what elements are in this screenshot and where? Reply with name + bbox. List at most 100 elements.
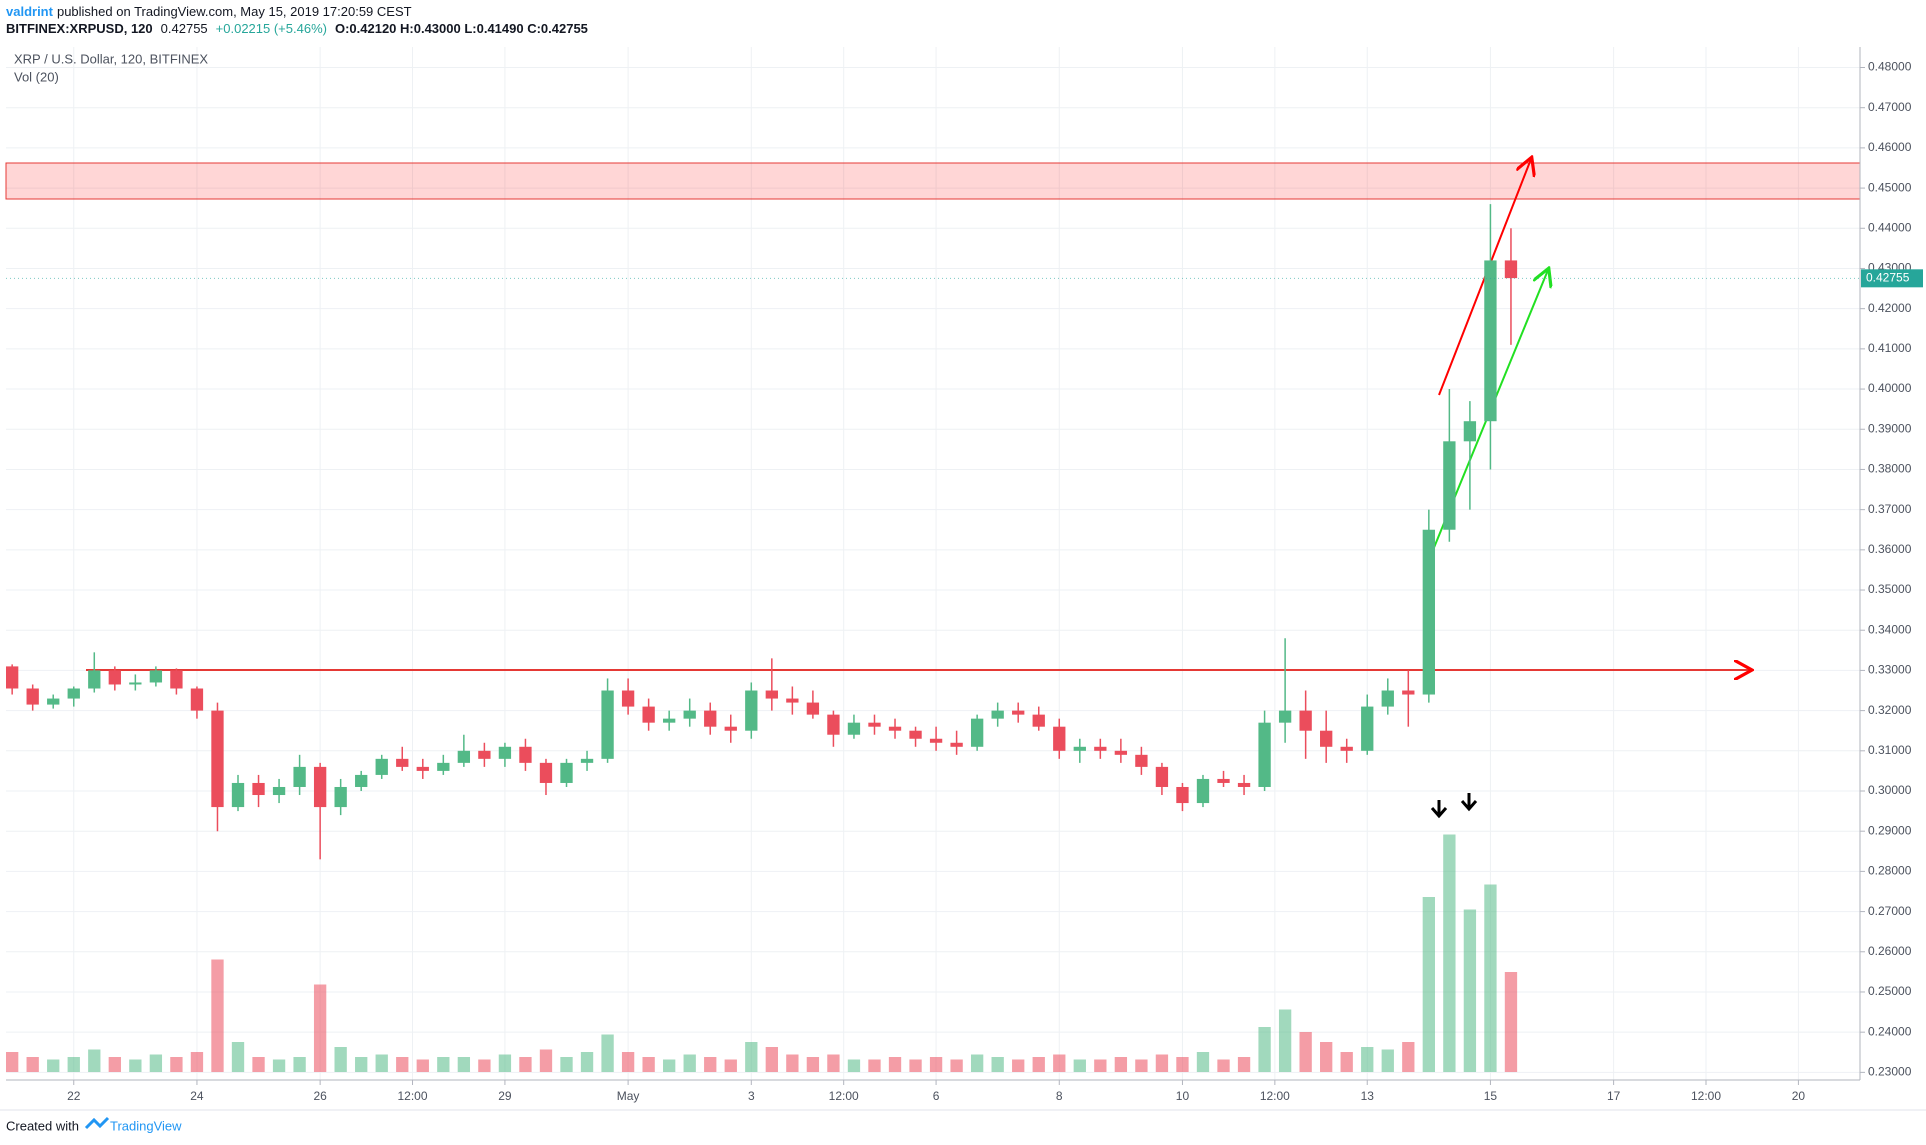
volume-bar <box>1012 1059 1025 1072</box>
candle-body <box>1443 441 1456 530</box>
candle-body <box>806 702 820 715</box>
x-tick-label: May <box>617 1089 640 1103</box>
y-tick-label: 0.47000 <box>1868 100 1912 114</box>
change: +0.02215 (+5.46%) <box>216 21 327 36</box>
candle-body <box>1361 706 1374 751</box>
volume-bar <box>1299 1032 1312 1072</box>
candle-body <box>970 718 984 747</box>
volume-bar <box>642 1057 655 1072</box>
candle-body <box>108 670 121 685</box>
price-tag-label: 0.42755 <box>1866 270 1910 284</box>
volume-bar <box>478 1059 491 1072</box>
candle-body <box>293 766 306 787</box>
candle-body <box>1258 722 1271 787</box>
candle-body <box>1504 260 1518 279</box>
volume-bar <box>663 1059 676 1072</box>
volume-bar <box>868 1059 881 1072</box>
candle-body <box>663 718 676 723</box>
published: published on TradingView.com, May 15, 20… <box>57 4 412 19</box>
candle-body <box>1094 746 1107 751</box>
candle-body <box>1155 766 1169 787</box>
candle-body <box>149 670 163 683</box>
volume-bar <box>47 1059 60 1072</box>
volume-bar <box>355 1057 368 1072</box>
candle-body <box>1320 730 1333 747</box>
candle-body <box>1012 710 1025 715</box>
volume-bar <box>1361 1047 1374 1072</box>
volume-bar <box>1155 1054 1169 1072</box>
candle-body <box>560 762 573 783</box>
candle-body <box>1053 726 1066 751</box>
candle-body <box>950 742 963 747</box>
y-tick-label: 0.33000 <box>1868 663 1912 677</box>
y-tick-label: 0.38000 <box>1868 462 1912 476</box>
volume-bar <box>847 1059 861 1072</box>
volume-bar <box>1073 1059 1086 1072</box>
volume-bar <box>108 1057 121 1072</box>
y-tick-label: 0.25000 <box>1868 984 1912 998</box>
candle-body <box>67 688 80 699</box>
candle-body <box>6 666 19 689</box>
volume-bar <box>6 1052 19 1072</box>
chart-title: XRP / U.S. Dollar, 120, BITFINEX <box>14 51 208 66</box>
x-tick-label: 3 <box>748 1089 755 1103</box>
volume-bar <box>334 1047 347 1072</box>
candle-body <box>170 670 183 689</box>
volume-bar <box>704 1057 717 1072</box>
candle-body <box>334 786 347 808</box>
volume-bar <box>1463 909 1477 1072</box>
volume-label: Vol (20) <box>14 69 59 84</box>
candle-body <box>1299 710 1312 731</box>
candle-body <box>1340 746 1353 751</box>
volume-bar <box>457 1057 471 1072</box>
candle-body <box>313 766 327 808</box>
volume-bar <box>313 984 327 1072</box>
volume-bar <box>1196 1052 1210 1072</box>
y-tick-label: 0.32000 <box>1868 703 1912 717</box>
volume-bar <box>1237 1057 1251 1072</box>
volume-bar <box>26 1057 39 1072</box>
y-tick-label: 0.29000 <box>1868 823 1912 837</box>
candle-body <box>868 722 881 727</box>
candle-body <box>1114 750 1128 755</box>
volume-bar <box>1114 1057 1128 1072</box>
volume-bar <box>149 1054 163 1072</box>
y-tick-label: 0.24000 <box>1868 1024 1912 1038</box>
candle-body <box>786 698 799 703</box>
volume-bar <box>909 1059 922 1072</box>
volume-bar <box>888 1057 902 1072</box>
last-price: 0.42755 <box>161 21 208 36</box>
x-tick-label: 12:00 <box>829 1089 859 1103</box>
candle-body <box>909 730 922 739</box>
candle-body <box>601 690 614 759</box>
x-tick-label: 20 <box>1792 1089 1806 1103</box>
volume-arrow <box>1460 793 1478 812</box>
candle-body <box>416 766 429 771</box>
volume-bar <box>724 1059 737 1072</box>
x-tick-label: 22 <box>67 1089 81 1103</box>
y-tick-label: 0.41000 <box>1868 341 1912 355</box>
volume-bar <box>190 1052 204 1072</box>
volume-bar <box>396 1057 409 1072</box>
candle-body <box>272 786 286 796</box>
y-tick-label: 0.44000 <box>1868 220 1912 234</box>
volume-bar <box>560 1057 573 1072</box>
candle-body <box>252 782 265 796</box>
candle-body <box>1422 529 1435 695</box>
volume-bar <box>375 1054 388 1072</box>
volume-bar <box>991 1057 1004 1072</box>
y-tick-label: 0.45000 <box>1868 180 1912 194</box>
x-tick-label: 24 <box>190 1089 204 1103</box>
candle-body <box>437 762 450 771</box>
logo <box>84 1116 110 1130</box>
candle-body <box>519 746 532 763</box>
candle-body <box>1237 782 1251 787</box>
candle-body <box>498 746 512 759</box>
volume-bar <box>1402 1042 1415 1072</box>
candle-body <box>396 758 409 767</box>
y-tick-label: 0.40000 <box>1868 381 1912 395</box>
volume-bar <box>1258 1027 1271 1072</box>
volume-bar <box>1217 1059 1230 1072</box>
